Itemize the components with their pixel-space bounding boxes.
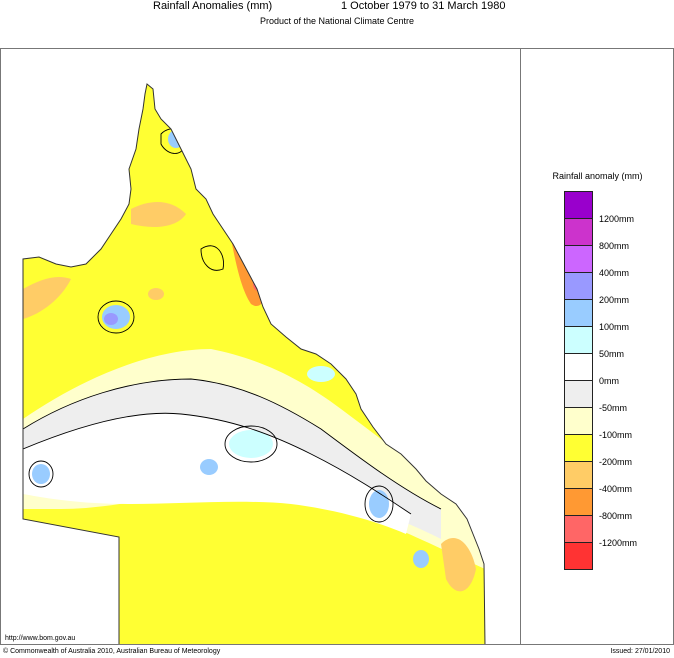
copyright: © Commonwealth of Australia 2010, Austra… (3, 648, 221, 655)
legend-swatch (564, 272, 593, 300)
legend-label: -50mm (599, 403, 628, 413)
legend-label: 200mm (599, 295, 630, 305)
legend-label: -100mm (599, 430, 633, 440)
legend-swatch (564, 326, 593, 354)
legend-swatch (564, 542, 593, 570)
legend-swatches (564, 191, 593, 570)
legend-label: 400mm (599, 268, 630, 278)
legend-swatch (564, 218, 593, 246)
legend-swatch (564, 434, 593, 462)
legend-swatch (564, 299, 593, 327)
title-text: Rainfall Anomalies (mm) (153, 0, 273, 12)
legend-label: 0mm (599, 376, 619, 386)
legend-label: 50mm (599, 349, 625, 359)
subtitle: Product of the National Climate Centre (259, 16, 415, 26)
legend-label: -800mm (599, 511, 633, 521)
legend-swatch (564, 191, 593, 219)
state-outline (22, 83, 486, 644)
map-panel (0, 48, 521, 645)
legend-swatch (564, 488, 593, 516)
legend-swatch (564, 353, 593, 381)
source-url: http://www.bom.gov.au (5, 635, 76, 642)
legend-swatch (564, 407, 593, 435)
period-text: 1 October 1979 to 31 March 1980 (341, 0, 506, 12)
queensland-anomaly-map (22, 83, 486, 644)
legend-label: 1200mm (599, 214, 635, 224)
map-title: Rainfall Anomalies (mm) 1 October 1979 t… (0, 0, 674, 16)
legend-swatch (564, 380, 593, 408)
issued-date: Issued: 27/01/2010 (610, 648, 670, 655)
legend-swatch (564, 515, 593, 543)
legend-label: -400mm (599, 484, 633, 494)
legend-label: 800mm (599, 241, 630, 251)
legend-label: -1200mm (599, 538, 638, 548)
legend-swatch (564, 245, 593, 273)
legend-label: 100mm (599, 322, 630, 332)
legend-label: -200mm (599, 457, 633, 467)
legend-title: Rainfall anomaly (mm) (552, 171, 643, 181)
legend-panel: Rainfall anomaly (mm) 1200mm 800mm 400mm 20… (521, 48, 674, 645)
legend-swatch (564, 461, 593, 489)
